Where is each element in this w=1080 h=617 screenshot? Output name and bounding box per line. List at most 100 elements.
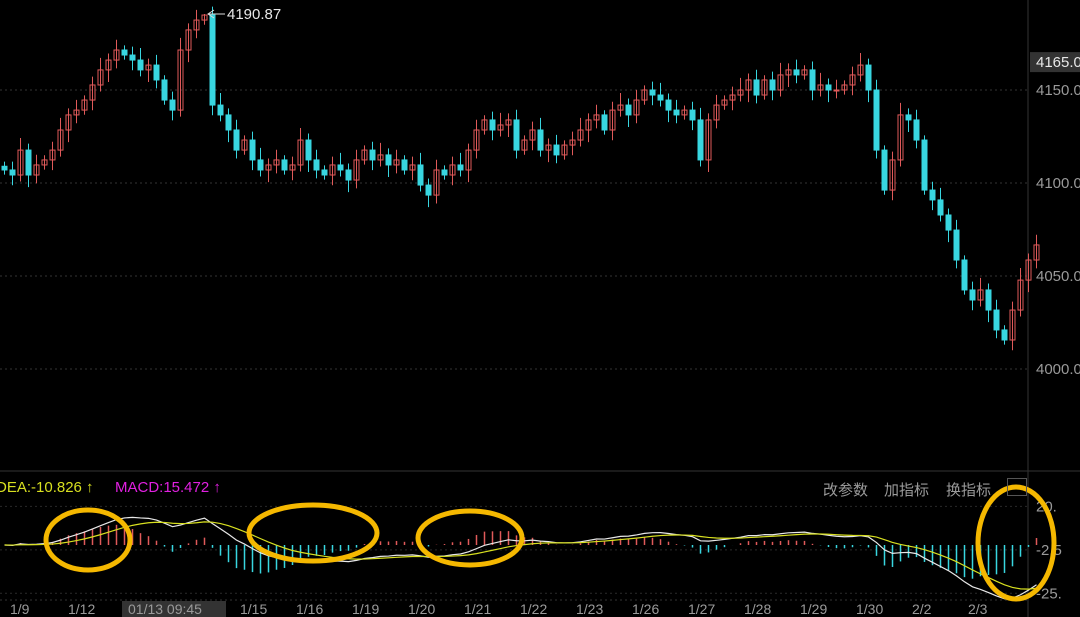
price-tick-label: 4150.00 bbox=[1036, 82, 1080, 99]
time-tick-label: 1/28 bbox=[744, 601, 771, 617]
candle-body bbox=[185, 29, 192, 51]
candle-body bbox=[241, 139, 248, 151]
candle-body bbox=[393, 159, 400, 166]
candle-body bbox=[1033, 244, 1040, 261]
candle-body bbox=[609, 109, 616, 131]
candle-body bbox=[513, 119, 520, 151]
dea-readout: DEA:-10.826 ↑ bbox=[0, 479, 94, 496]
candle-body bbox=[529, 129, 536, 141]
time-tick-label: 1/21 bbox=[464, 601, 491, 617]
candle-body bbox=[33, 164, 40, 176]
candle-body bbox=[785, 69, 792, 76]
candle-body bbox=[273, 159, 280, 166]
candle-body bbox=[601, 114, 608, 131]
candle-body bbox=[473, 129, 480, 151]
candle-body bbox=[129, 54, 136, 61]
candle-body bbox=[41, 159, 48, 166]
candle-body bbox=[593, 114, 600, 121]
price-tick-label: 4050.00 bbox=[1036, 268, 1080, 285]
candle-body bbox=[305, 139, 312, 161]
candle-body bbox=[433, 169, 440, 196]
candle-body bbox=[105, 59, 112, 71]
candle-body bbox=[569, 139, 576, 146]
candle-body bbox=[553, 144, 560, 156]
time-tick-label: 1/26 bbox=[632, 601, 659, 617]
candle-body bbox=[321, 169, 328, 176]
candle-body bbox=[233, 129, 240, 151]
candle-body bbox=[97, 69, 104, 86]
candle-body bbox=[793, 69, 800, 76]
time-tick-label: 1/30 bbox=[856, 601, 883, 617]
candle-body bbox=[537, 129, 544, 151]
candle-body bbox=[889, 159, 896, 191]
candle-body bbox=[201, 14, 208, 21]
price-tick-label: 4100.00 bbox=[1036, 175, 1080, 192]
candle-body bbox=[81, 99, 88, 111]
candle-body bbox=[857, 64, 864, 76]
candle-body bbox=[993, 309, 1000, 331]
candle-body bbox=[617, 104, 624, 111]
candle-body bbox=[209, 14, 216, 106]
candle-body bbox=[177, 49, 184, 111]
candle-body bbox=[353, 159, 360, 181]
candle-body bbox=[465, 149, 472, 171]
candle-body bbox=[689, 109, 696, 121]
candle-body bbox=[145, 64, 152, 71]
candle-body bbox=[521, 139, 528, 151]
candle-body bbox=[705, 119, 712, 161]
candle-body bbox=[681, 109, 688, 116]
time-tick-label: 1/16 bbox=[296, 601, 323, 617]
candle-body bbox=[809, 69, 816, 91]
candle-body bbox=[817, 84, 824, 91]
time-tick-label: 1/23 bbox=[576, 601, 603, 617]
candle-body bbox=[729, 94, 736, 101]
candle-body bbox=[753, 79, 760, 96]
high-marker-arrowhead bbox=[207, 9, 215, 19]
candle-body bbox=[713, 104, 720, 121]
change-indicator-button[interactable]: 换指标 bbox=[946, 482, 992, 499]
candle-body bbox=[577, 129, 584, 141]
candle-body bbox=[57, 129, 64, 151]
candle-body bbox=[409, 164, 416, 171]
edit-params-button[interactable]: 改参数 bbox=[823, 482, 869, 499]
candle-body bbox=[921, 139, 928, 191]
candle-body bbox=[969, 289, 976, 301]
candle-body bbox=[281, 159, 288, 171]
time-tick-label: 1/15 bbox=[240, 601, 267, 617]
time-tick-label: 1/12 bbox=[68, 601, 95, 617]
candle-body bbox=[161, 79, 168, 101]
annotation-circle bbox=[43, 507, 133, 573]
candle-body bbox=[1009, 309, 1016, 341]
candle-body bbox=[657, 94, 664, 101]
candle-body bbox=[1017, 279, 1024, 311]
candle-body bbox=[153, 64, 160, 81]
candle-body bbox=[801, 69, 808, 76]
current-price-label: 4165.00 bbox=[1036, 54, 1080, 71]
candle-body bbox=[169, 99, 176, 111]
indicator-menu-button[interactable] bbox=[1007, 478, 1027, 496]
candle-body bbox=[217, 104, 224, 116]
candle-body bbox=[73, 109, 80, 116]
candle-body bbox=[561, 144, 568, 156]
candle-body bbox=[841, 84, 848, 91]
candle-body bbox=[313, 159, 320, 171]
annotation-circle bbox=[975, 484, 1057, 602]
time-tick-label: 2/3 bbox=[968, 601, 988, 617]
annotation-circle bbox=[415, 508, 525, 568]
macd-tick-label: -25. bbox=[1036, 585, 1062, 602]
candle-body bbox=[625, 104, 632, 116]
candle-body bbox=[329, 164, 336, 176]
candle-body bbox=[897, 114, 904, 161]
candle-body bbox=[913, 119, 920, 141]
candle-body bbox=[497, 124, 504, 131]
candle-body bbox=[937, 199, 944, 216]
candle-body bbox=[9, 169, 16, 176]
high-marker-label: 4190.87 bbox=[227, 6, 281, 23]
candle-body bbox=[825, 84, 832, 91]
candle-body bbox=[545, 144, 552, 151]
add-indicator-button[interactable]: 加指标 bbox=[884, 482, 930, 499]
candle-body bbox=[193, 19, 200, 31]
candle-body bbox=[249, 139, 256, 161]
candle-body bbox=[865, 64, 872, 91]
